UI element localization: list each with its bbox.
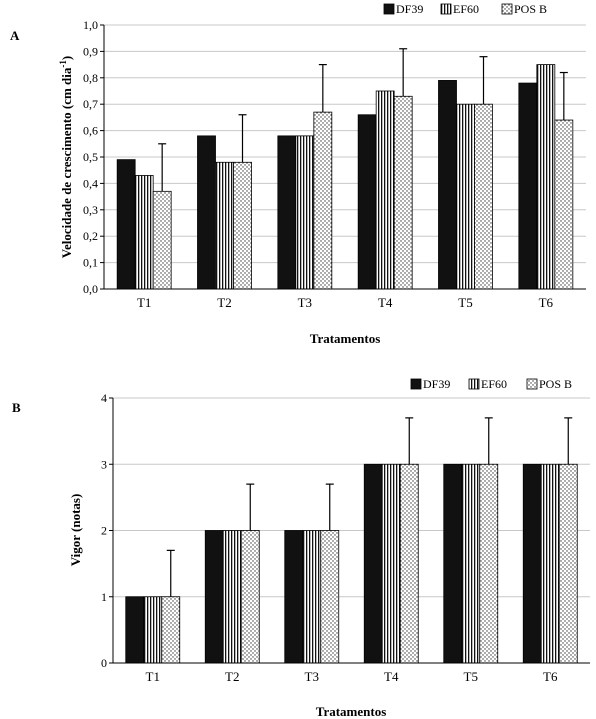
panel-a-legend: DF39 EF60 POS B — [383, 2, 547, 16]
x-tick-label: T2 — [225, 669, 239, 684]
bar-pos-b-t5 — [479, 463, 499, 664]
bar-pos-b-t1 — [152, 190, 172, 290]
bar-df39-t2 — [197, 135, 216, 290]
bar-pos-b-t2 — [233, 161, 252, 290]
bar-ef60-t3 — [302, 530, 322, 664]
y-tick-label: 2 — [101, 524, 107, 538]
bar-df39-t6 — [518, 82, 538, 290]
y-tick-label: 1,0 — [83, 18, 98, 32]
bar-pos-b-t3 — [313, 111, 333, 290]
x-tick-label: T1 — [146, 669, 160, 684]
y-tick-label: 0 — [101, 656, 107, 670]
legend-label: DF39 — [423, 377, 450, 391]
bar-df39-t6 — [522, 463, 542, 664]
x-tick-label: T1 — [137, 295, 151, 310]
x-tick-label: T2 — [217, 295, 231, 310]
bar-pos-b-t6 — [554, 119, 574, 290]
legend-swatch — [526, 378, 538, 390]
x-tick-label: T4 — [384, 669, 399, 684]
bar-df39-t4 — [357, 114, 377, 290]
legend-label: EF60 — [481, 377, 507, 391]
bar-df39-t3 — [277, 135, 297, 290]
y-tick-label: 0,2 — [83, 229, 98, 243]
panel-b-bars — [125, 463, 578, 664]
y-tick-label: 4 — [101, 391, 107, 405]
x-tick-label: T4 — [378, 295, 393, 310]
bar-ef60-t2 — [215, 161, 234, 290]
legend-label: POS B — [514, 2, 547, 16]
legend-label: EF60 — [453, 2, 479, 16]
bar-df39-t5 — [438, 80, 457, 290]
bar-pos-b-t2 — [240, 530, 260, 664]
legend-label: POS B — [539, 377, 572, 391]
bar-pos-b-t6 — [558, 463, 578, 664]
legend-swatch — [440, 3, 452, 15]
bar-pos-b-t1 — [161, 596, 181, 664]
panel-a-x-axis-title: Tratamentos — [310, 331, 381, 346]
panel-b-gridlines — [113, 397, 590, 598]
panel-a-x-ticks: T1 T2 T3 T4 T5 T6 — [137, 295, 554, 310]
bar-ef60-t5 — [456, 103, 475, 290]
x-tick-label: T6 — [539, 295, 554, 310]
bar-ef60-t2 — [222, 530, 242, 664]
bar-ef60-t6 — [536, 64, 556, 290]
bar-df39-t5 — [443, 463, 463, 664]
x-tick-label: T5 — [458, 295, 472, 310]
x-tick-label: T6 — [543, 669, 558, 684]
y-tick-label: 0,8 — [83, 71, 98, 85]
bar-ef60-t3 — [295, 135, 315, 290]
panel-b-legend: DF39 EF60 POS B — [410, 377, 572, 391]
y-tick-label: 0,1 — [83, 256, 98, 270]
bar-df39-t4 — [363, 463, 383, 664]
bar-ef60-t1 — [134, 175, 154, 290]
y-tick-label: 0,3 — [83, 203, 98, 217]
x-tick-label: T5 — [464, 669, 478, 684]
panel-b-y-ticks: 0 1 2 3 4 — [101, 391, 113, 670]
panel-a-bars — [116, 64, 574, 290]
y-tick-label: 0,4 — [83, 176, 98, 190]
bar-pos-b-t5 — [474, 103, 493, 290]
panel-a-gridlines — [104, 24, 586, 264]
panel-a-y-ticks: 0,0 0,1 0,2 0,3 0,4 0,5 0,6 0,7 0,8 0,9 1,0 — [83, 18, 104, 296]
panel-b-y-axis-title: Vigor (notas) — [68, 494, 83, 567]
bar-ef60-t1 — [143, 596, 163, 664]
panel-a-y-axis-title: Velocidade de crescimento (cm dia-1) — [58, 56, 74, 258]
panel-b-chart: B 0 1 2 3 4 T1 T2 T3 T4 T5 T6 Vigor (notas) Trata… — [12, 377, 590, 719]
bar-ef60-t4 — [381, 463, 401, 664]
panel-b-letter: B — [12, 400, 21, 415]
panel-b-x-axis-title: Tratamentos — [316, 704, 387, 719]
y-tick-label: 0,9 — [83, 44, 98, 58]
panel-a-error-bars — [158, 48, 568, 192]
bar-ef60-t4 — [375, 90, 395, 290]
legend-swatch — [501, 3, 513, 15]
panel-a-letter: A — [10, 28, 20, 43]
y-tick-label: 0,7 — [83, 97, 98, 111]
bar-pos-b-t3 — [320, 530, 340, 664]
bar-df39-t2 — [204, 530, 224, 664]
legend-swatch — [468, 378, 480, 390]
bar-df39-t1 — [116, 159, 136, 290]
bar-df39-t3 — [284, 530, 304, 664]
panel-b-error-bars — [166, 417, 573, 597]
bar-ef60-t6 — [540, 463, 560, 664]
panel-a-chart: A 0,0 0,1 0,2 0,3 0,4 0,5 0,6 0,7 0,8 0,9 1,0 T1 T2… — [10, 2, 586, 346]
y-tick-label: 0,6 — [83, 124, 98, 138]
bar-df39-t1 — [125, 596, 145, 664]
legend-swatch — [410, 378, 422, 390]
bar-pos-b-t4 — [399, 463, 419, 664]
y-tick-label: 0,0 — [83, 282, 98, 296]
legend-label: DF39 — [396, 2, 423, 16]
legend-swatch — [383, 3, 395, 15]
bar-pos-b-t4 — [393, 95, 413, 290]
x-tick-label: T3 — [305, 669, 319, 684]
panel-b-x-ticks: T1 T2 T3 T4 T5 T6 — [146, 669, 558, 684]
y-tick-label: 0,5 — [83, 150, 98, 164]
y-tick-label: 1 — [101, 590, 107, 604]
bar-ef60-t5 — [461, 463, 481, 664]
y-tick-label: 3 — [101, 457, 107, 471]
x-tick-label: T3 — [298, 295, 312, 310]
